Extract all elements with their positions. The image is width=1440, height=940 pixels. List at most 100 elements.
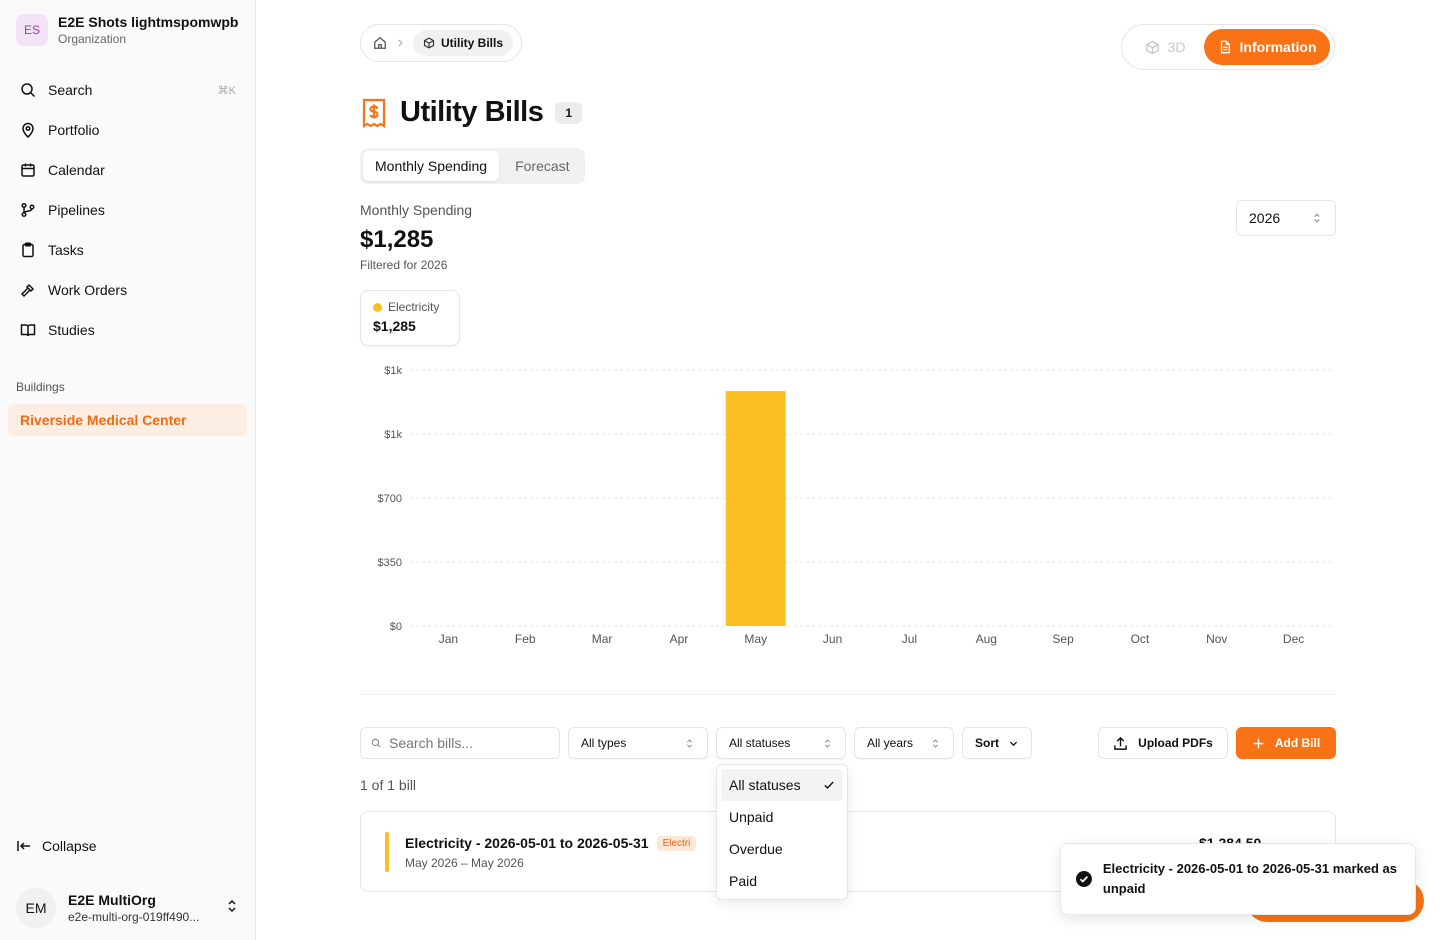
- y-tick-label: $1k: [384, 365, 402, 377]
- x-tick-label: Oct: [1131, 632, 1150, 646]
- sidebar-item-pipelines[interactable]: Pipelines: [8, 190, 248, 230]
- status-option-label: All statuses: [729, 777, 801, 793]
- sidebar-nav: Search ⌘K Portfolio Calendar Pipelines T…: [8, 70, 248, 350]
- sidebar-item-calendar[interactable]: Calendar: [8, 150, 248, 190]
- user-menu[interactable]: EM E2E MultiOrg e2e-multi-org-019ff490..…: [16, 888, 240, 928]
- bill-type-tag: Electri: [656, 835, 697, 851]
- search-icon: [21, 83, 36, 98]
- sidebar-item-building[interactable]: Riverside Medical Center: [8, 404, 247, 436]
- bill-title: Electricity - 2026-05-01 to 2026-05-31 E…: [405, 835, 697, 851]
- sidebar-item-label: Tasks: [48, 242, 84, 258]
- view-information-label: Information: [1239, 39, 1317, 55]
- count-badge: 1: [555, 101, 583, 124]
- legend-card-electricity[interactable]: Electricity $1,285: [360, 290, 460, 346]
- legend-value: $1,285: [373, 318, 416, 334]
- plus-icon: [1253, 738, 1264, 748]
- cube-icon: [1145, 40, 1159, 54]
- upload-icon: [1114, 736, 1127, 750]
- status-option-label: Overdue: [729, 841, 783, 857]
- x-tick-label: Jul: [902, 632, 917, 646]
- book-icon: [20, 324, 36, 337]
- chevrons-up-down-icon: [933, 738, 938, 748]
- org-switcher[interactable]: ES E2E Shots lightmspomwpb Organization: [16, 14, 238, 46]
- add-bill-button[interactable]: Add Bill: [1236, 727, 1336, 759]
- type-filter-select[interactable]: All types: [568, 727, 708, 759]
- bill-title-text: Electricity - 2026-05-01 to 2026-05-31: [405, 835, 649, 851]
- breadcrumb-label: Utility Bills: [441, 36, 504, 50]
- search-icon: [371, 738, 381, 748]
- receipt-dollar-icon: [362, 98, 386, 128]
- breadcrumb-current[interactable]: Utility Bills: [413, 30, 514, 56]
- legend-name: Electricity: [373, 300, 447, 314]
- git-branch-icon: [21, 202, 35, 218]
- document-icon: [1220, 40, 1230, 54]
- upload-pdfs-button[interactable]: Upload PDFs: [1098, 727, 1228, 759]
- year-select[interactable]: 2026: [1236, 200, 1336, 236]
- page-header: Utility Bills 1: [360, 96, 583, 129]
- x-tick-label: May: [744, 632, 767, 646]
- avatar: EM: [16, 888, 56, 928]
- buildings-section-label: Buildings: [16, 380, 65, 394]
- sidebar-item-search[interactable]: Search ⌘K: [8, 70, 248, 110]
- clipboard-icon: [22, 242, 34, 258]
- status-option-paid[interactable]: Paid: [721, 865, 843, 897]
- page-title: Utility Bills: [400, 96, 544, 128]
- view-3d-button[interactable]: 3D: [1126, 39, 1204, 55]
- x-tick-label: Aug: [976, 632, 997, 646]
- calendar-icon: [21, 163, 35, 177]
- chevrons-up-down-icon: [228, 899, 236, 913]
- chevrons-up-down-icon: [1314, 213, 1320, 223]
- view-information-button[interactable]: Information: [1204, 29, 1330, 65]
- home-icon[interactable]: [373, 36, 387, 50]
- status-option-unpaid[interactable]: Unpaid: [721, 801, 843, 833]
- spending-filter-note: Filtered for 2026: [360, 258, 448, 272]
- search-input[interactable]: [389, 735, 549, 751]
- map-pin-icon: [22, 122, 34, 138]
- toast-message: Electricity - 2026-05-01 to 2026-05-31 m…: [1102, 861, 1398, 896]
- status-filter-select[interactable]: All statuses: [716, 727, 846, 759]
- collapse-label: Collapse: [42, 838, 97, 854]
- search-bills[interactable]: [360, 727, 560, 759]
- chevrons-up-down-icon: [825, 738, 830, 748]
- view-tabs: Monthly Spending Forecast: [360, 148, 585, 184]
- check-icon: [824, 781, 834, 789]
- user-name: E2E MultiOrg: [68, 892, 156, 908]
- hammer-icon: [20, 283, 35, 298]
- toast-notification: Electricity - 2026-05-01 to 2026-05-31 m…: [1060, 843, 1416, 915]
- x-tick-label: Dec: [1283, 632, 1304, 646]
- year-select-value: 2026: [1249, 210, 1281, 226]
- sidebar: ES E2E Shots lightmspomwpb Organization …: [0, 0, 256, 940]
- breadcrumb: Utility Bills: [360, 24, 523, 62]
- sidebar-item-label: Portfolio: [48, 122, 100, 138]
- sort-select[interactable]: Sort: [962, 727, 1032, 759]
- legend-label: Electricity: [388, 300, 440, 314]
- status-option-all[interactable]: All statuses: [721, 769, 843, 801]
- org-type: Organization: [58, 32, 127, 46]
- status-option-overdue[interactable]: Overdue: [721, 833, 843, 865]
- check-circle-icon: [1075, 871, 1092, 887]
- cube-icon: [423, 37, 435, 49]
- chevrons-up-down-icon: [687, 738, 692, 748]
- collapse-button[interactable]: Collapse: [16, 838, 96, 854]
- sidebar-item-studies[interactable]: Studies: [8, 310, 248, 350]
- year-filter-select[interactable]: All years: [854, 727, 954, 759]
- spending-label: Monthly Spending: [360, 202, 473, 218]
- x-tick-label: Mar: [592, 632, 613, 646]
- y-tick-label: $0: [390, 621, 402, 633]
- result-count: 1 of 1 bill: [360, 777, 417, 793]
- tab-monthly-spending[interactable]: Monthly Spending: [363, 151, 500, 181]
- sidebar-item-work-orders[interactable]: Work Orders: [8, 270, 248, 310]
- status-dropdown-menu: All statuses Unpaid Overdue Paid: [716, 764, 848, 900]
- y-tick-label: $350: [378, 557, 402, 569]
- view-3d-label: 3D: [1167, 39, 1186, 55]
- collapse-icon: [17, 841, 30, 851]
- tab-forecast[interactable]: Forecast: [515, 158, 570, 174]
- view-toggle: 3D Information: [1121, 24, 1335, 70]
- y-tick-label: $1k: [384, 429, 402, 441]
- status-option-label: Paid: [729, 873, 758, 889]
- sidebar-item-tasks[interactable]: Tasks: [8, 230, 248, 270]
- x-tick-label: Sep: [1052, 632, 1074, 646]
- x-tick-label: Apr: [670, 632, 689, 646]
- sidebar-item-portfolio[interactable]: Portfolio: [8, 110, 248, 150]
- status-filter-value: All statuses: [729, 736, 791, 750]
